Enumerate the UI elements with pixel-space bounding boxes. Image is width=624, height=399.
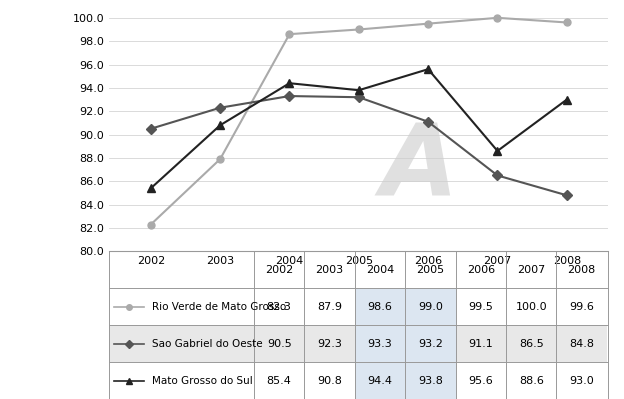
FancyBboxPatch shape [456, 288, 506, 325]
FancyBboxPatch shape [254, 325, 305, 362]
FancyBboxPatch shape [557, 288, 607, 325]
Text: 94.4: 94.4 [368, 375, 392, 385]
Text: 93.0: 93.0 [569, 375, 594, 385]
FancyBboxPatch shape [506, 325, 557, 362]
FancyBboxPatch shape [109, 288, 254, 325]
FancyBboxPatch shape [405, 362, 456, 399]
Text: 98.6: 98.6 [368, 302, 392, 312]
Text: Rio Verde de Mato Grosso: Rio Verde de Mato Grosso [152, 302, 286, 312]
Text: A: A [380, 119, 457, 216]
Text: 90.8: 90.8 [317, 375, 342, 385]
Text: 100.0: 100.0 [515, 302, 547, 312]
FancyBboxPatch shape [557, 325, 607, 362]
FancyBboxPatch shape [305, 325, 355, 362]
Text: 2002: 2002 [265, 265, 293, 275]
FancyBboxPatch shape [305, 362, 355, 399]
FancyBboxPatch shape [456, 362, 506, 399]
Text: 91.1: 91.1 [469, 339, 493, 349]
FancyBboxPatch shape [456, 325, 506, 362]
FancyBboxPatch shape [109, 362, 254, 399]
Text: 2004: 2004 [366, 265, 394, 275]
FancyBboxPatch shape [305, 288, 355, 325]
Text: 93.8: 93.8 [418, 375, 443, 385]
Text: 84.8: 84.8 [569, 339, 594, 349]
Text: 92.3: 92.3 [317, 339, 342, 349]
Text: 2005: 2005 [416, 265, 444, 275]
FancyBboxPatch shape [254, 362, 305, 399]
Text: 2008: 2008 [568, 265, 596, 275]
FancyBboxPatch shape [109, 325, 254, 362]
Text: 93.3: 93.3 [368, 339, 392, 349]
FancyBboxPatch shape [355, 325, 405, 362]
FancyBboxPatch shape [355, 362, 405, 399]
Text: 99.0: 99.0 [418, 302, 443, 312]
Text: 2006: 2006 [467, 265, 495, 275]
Text: 86.5: 86.5 [519, 339, 544, 349]
Text: 95.6: 95.6 [469, 375, 493, 385]
Text: 88.6: 88.6 [519, 375, 544, 385]
FancyBboxPatch shape [405, 325, 456, 362]
Text: 90.5: 90.5 [267, 339, 291, 349]
Text: 99.5: 99.5 [469, 302, 494, 312]
FancyBboxPatch shape [405, 288, 456, 325]
Text: 87.9: 87.9 [317, 302, 342, 312]
FancyBboxPatch shape [557, 362, 607, 399]
Text: 99.6: 99.6 [569, 302, 594, 312]
Text: Mato Grosso do Sul: Mato Grosso do Sul [152, 375, 252, 385]
Text: Sao Gabriel do Oeste: Sao Gabriel do Oeste [152, 339, 262, 349]
Text: 2007: 2007 [517, 265, 545, 275]
Text: 85.4: 85.4 [266, 375, 291, 385]
FancyBboxPatch shape [506, 288, 557, 325]
Text: 82.3: 82.3 [266, 302, 291, 312]
FancyBboxPatch shape [254, 288, 305, 325]
Text: 93.2: 93.2 [418, 339, 443, 349]
Text: 2003: 2003 [316, 265, 344, 275]
FancyBboxPatch shape [506, 362, 557, 399]
FancyBboxPatch shape [355, 288, 405, 325]
